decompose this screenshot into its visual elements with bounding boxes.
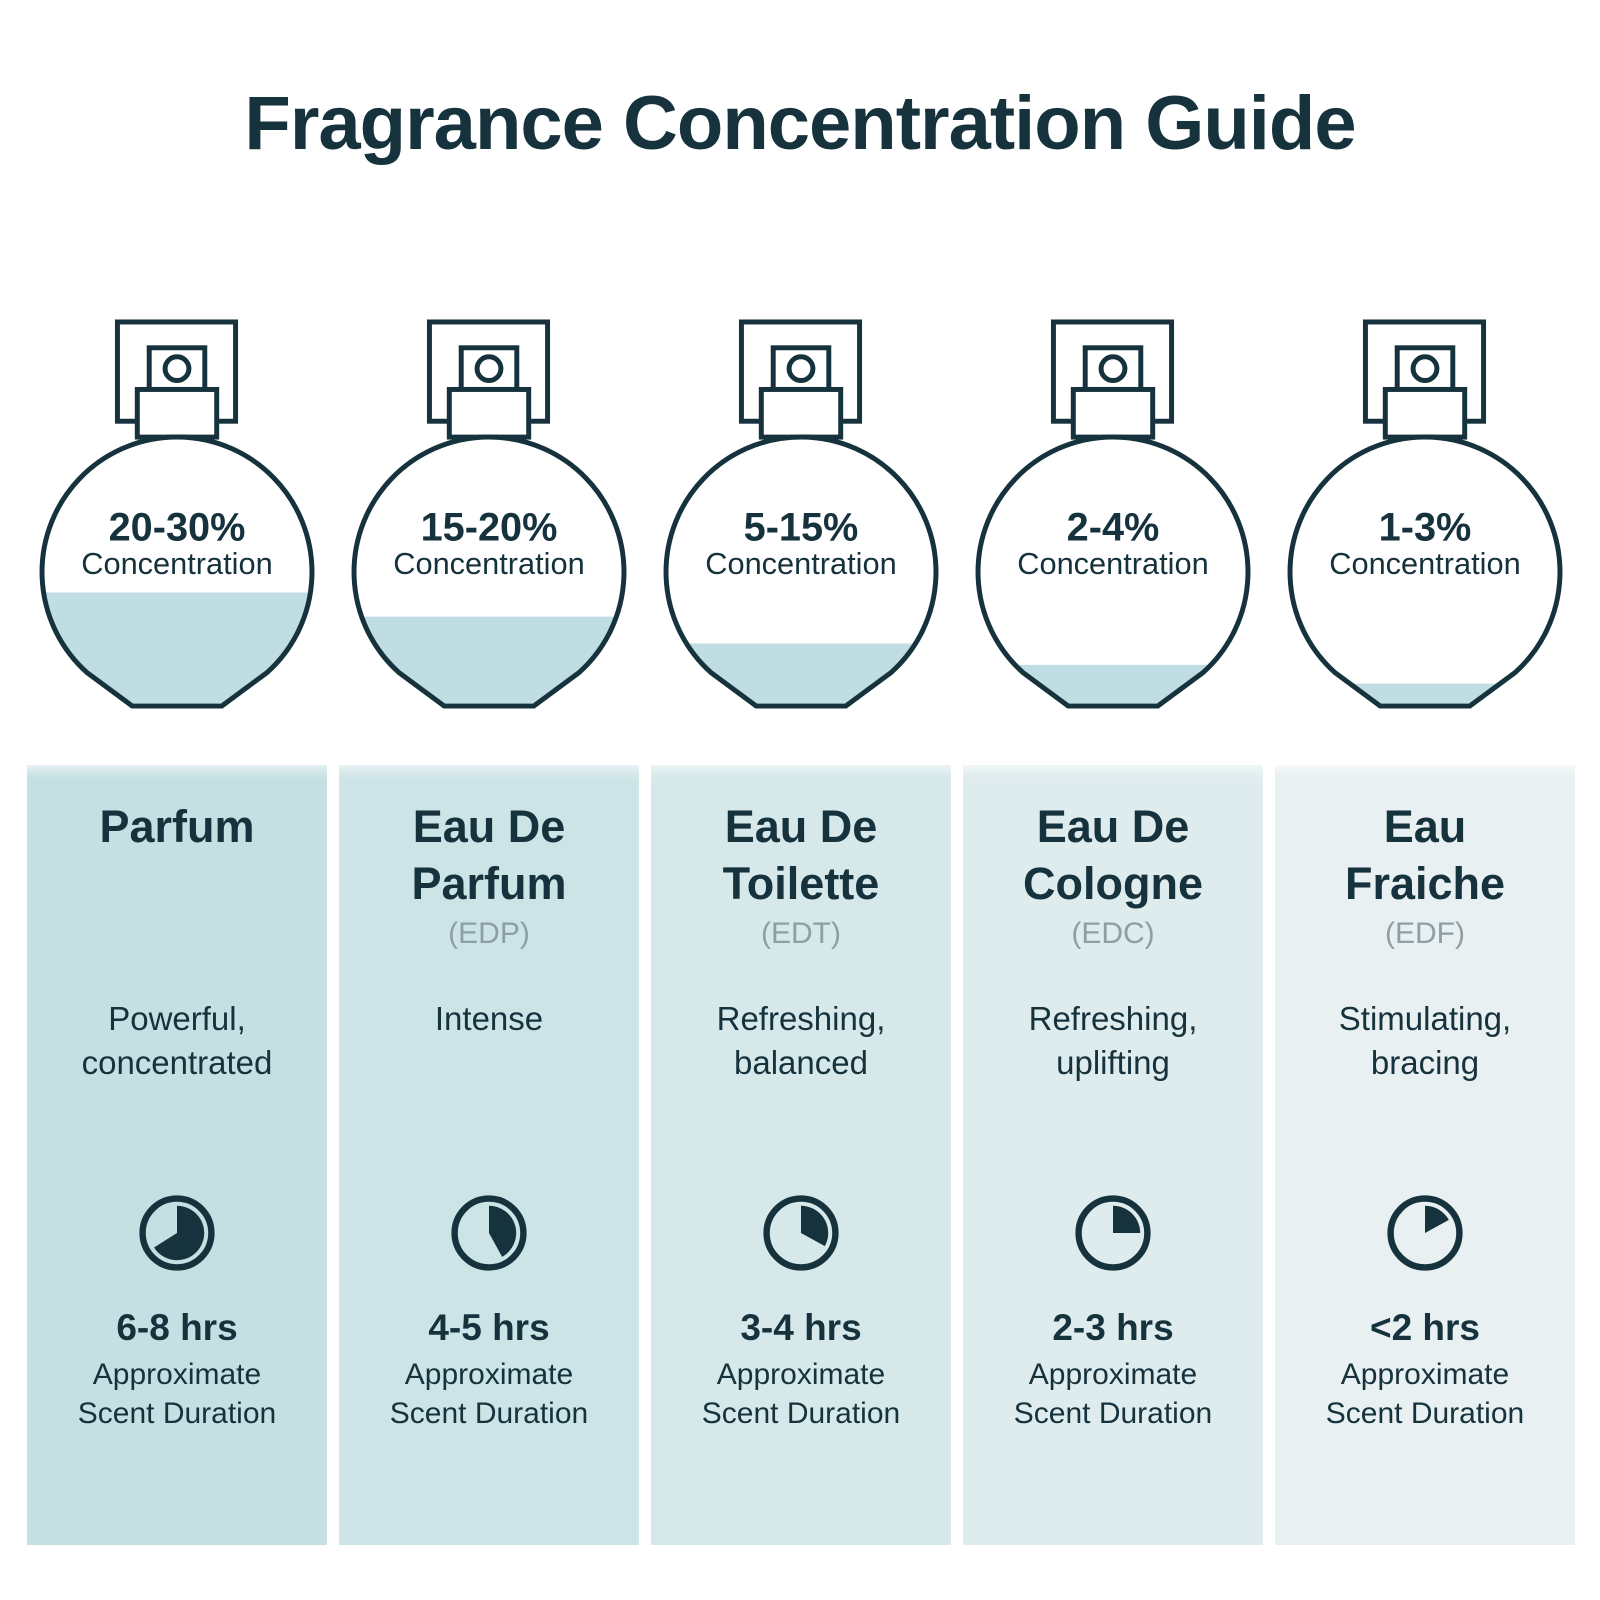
spray-bottle-icon: 15-20% Concentration bbox=[351, 319, 627, 709]
scent-duration: <2 hrs bbox=[1369, 1307, 1481, 1349]
fragrance-columns: Parfum Powerful, concentrated 6-8 hrs Ap… bbox=[27, 765, 1575, 1546]
scent-duration-note: Approximate Scent Duration bbox=[701, 1358, 901, 1431]
perfume-bottle-eau-de-toilette: 5-15% Concentration bbox=[651, 318, 951, 715]
perfume-bottle-eau-de-parfum: 15-20% Concentration bbox=[339, 318, 639, 715]
spray-bottle-icon: 5-15% Concentration bbox=[663, 319, 939, 709]
concentration-label: Concentration bbox=[1329, 546, 1520, 581]
fragrance-description: Refreshing, balanced bbox=[716, 1000, 886, 1081]
scent-duration-note: Approximate Scent Duration bbox=[77, 1358, 277, 1431]
perfume-bottle-parfum: 20-30% Concentration bbox=[27, 318, 327, 715]
fragrance-description: Intense bbox=[434, 1000, 544, 1038]
fragrance-description: Powerful, concentrated bbox=[81, 1000, 273, 1081]
clock-duration-icon bbox=[1275, 1193, 1575, 1273]
concentration-label: Concentration bbox=[393, 546, 584, 581]
column-eau-de-toilette: Eau De Toilette (EDT) Refreshing, balanc… bbox=[651, 765, 951, 1546]
concentration-range: 20-30% bbox=[109, 506, 246, 550]
concentration-range: 2-4% bbox=[1067, 506, 1160, 550]
fragrance-name: Eau De Cologne bbox=[1023, 801, 1203, 909]
bottles-row: 20-30% Concentration 15-20% Concentratio… bbox=[27, 318, 1575, 715]
concentration-range: 1-3% bbox=[1379, 506, 1472, 550]
fragrance-name: Eau Fraiche bbox=[1344, 801, 1506, 909]
fragrance-abbreviation: (EDT) bbox=[761, 917, 841, 951]
page-title: Fragrance Concentration Guide bbox=[244, 81, 1356, 166]
scent-duration-note: Approximate Scent Duration bbox=[1325, 1358, 1525, 1431]
fragrance-abbreviation: (EDP) bbox=[448, 917, 530, 951]
concentration-label: Concentration bbox=[705, 546, 896, 581]
perfume-bottle-eau-de-cologne: 2-4% Concentration bbox=[963, 318, 1263, 715]
clock-duration-icon bbox=[963, 1193, 1263, 1273]
fragrance-description: Stimulating, bracing bbox=[1338, 1000, 1512, 1081]
scent-duration-note: Approximate Scent Duration bbox=[1013, 1358, 1213, 1431]
scent-duration: 3-4 hrs bbox=[740, 1307, 862, 1349]
spray-bottle-icon: 2-4% Concentration bbox=[975, 319, 1251, 709]
fragrance-abbreviation: (EDC) bbox=[1071, 917, 1155, 951]
clock-duration-icon bbox=[27, 1193, 327, 1273]
scent-duration: 4-5 hrs bbox=[428, 1307, 550, 1349]
clock-duration-icon bbox=[651, 1193, 951, 1273]
column-eau-de-parfum: Eau De Parfum (EDP) Intense 4-5 hrs Appr… bbox=[339, 765, 639, 1546]
fragrance-description: Refreshing, uplifting bbox=[1028, 1000, 1198, 1081]
column-eau-de-cologne: Eau De Cologne (EDC) Refreshing, uplifti… bbox=[963, 765, 1263, 1546]
scent-duration-note: Approximate Scent Duration bbox=[389, 1358, 589, 1431]
concentration-label: Concentration bbox=[1017, 546, 1208, 581]
column-parfum: Parfum Powerful, concentrated 6-8 hrs Ap… bbox=[27, 765, 327, 1546]
scent-duration: 6-8 hrs bbox=[116, 1307, 238, 1349]
perfume-bottle-eau-fraiche: 1-3% Concentration bbox=[1275, 318, 1575, 715]
fragrance-abbreviation bbox=[27, 917, 327, 961]
clock-duration-icon bbox=[339, 1193, 639, 1273]
fragrance-abbreviation: (EDF) bbox=[1385, 917, 1465, 951]
concentration-range: 5-15% bbox=[744, 506, 859, 550]
concentration-range: 15-20% bbox=[421, 506, 558, 550]
fragrance-name: Parfum bbox=[99, 801, 255, 853]
fragrance-name: Eau De Parfum bbox=[411, 801, 567, 909]
fragrance-name: Eau De Toilette bbox=[722, 801, 880, 909]
spray-bottle-icon: 20-30% Concentration bbox=[39, 319, 315, 709]
spray-bottle-icon: 1-3% Concentration bbox=[1287, 319, 1563, 709]
concentration-label: Concentration bbox=[81, 546, 272, 581]
scent-duration: 2-3 hrs bbox=[1052, 1307, 1174, 1349]
column-eau-fraiche: Eau Fraiche (EDF) Stimulating, bracing <… bbox=[1275, 765, 1575, 1546]
